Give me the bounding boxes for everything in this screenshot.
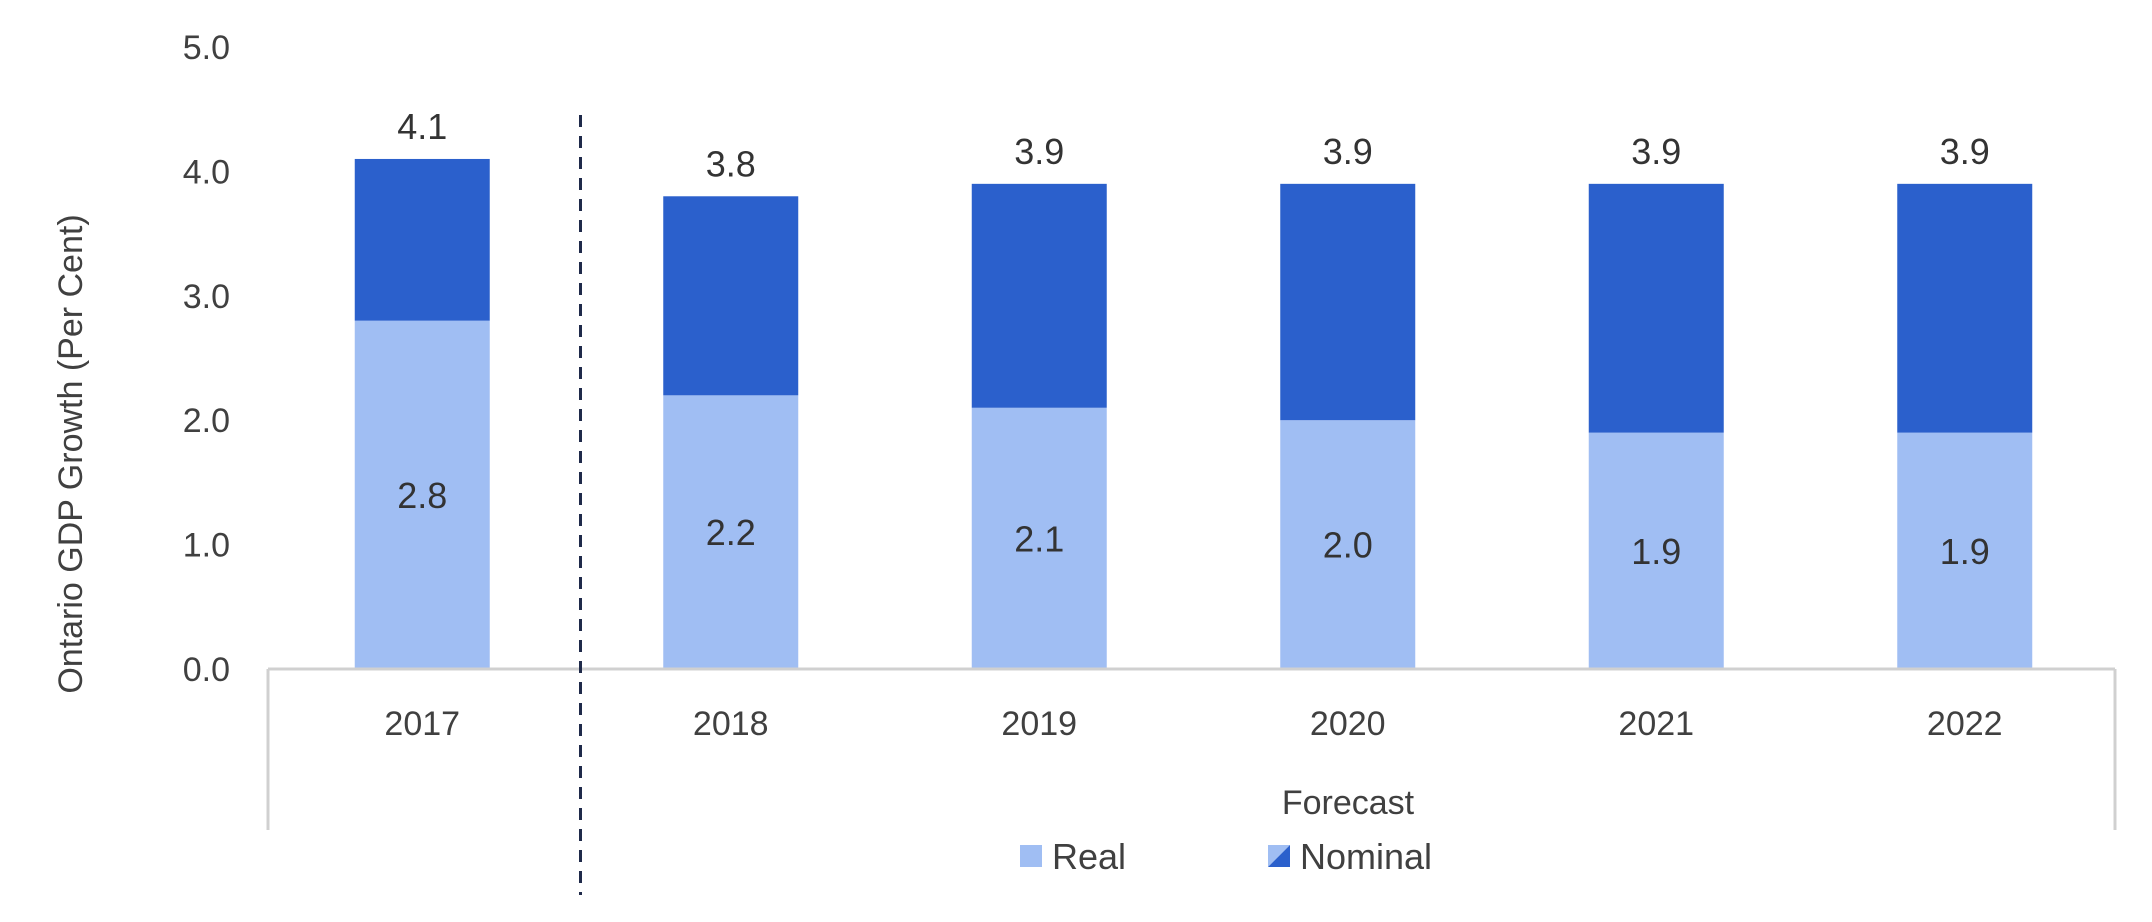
legend-swatch-nominal-dark <box>1268 845 1290 867</box>
x-tick-label: 2017 <box>384 705 460 743</box>
data-label-real: 2.1 <box>1014 518 1064 559</box>
bar-real <box>1897 432 2033 669</box>
bar-real <box>971 407 1107 669</box>
y-axis-ticks: 0.0 1.0 2.0 3.0 4.0 5.0 <box>183 29 230 689</box>
axes <box>266 115 2117 895</box>
data-label-nominal: 3.9 <box>1631 131 1681 172</box>
bar-real <box>663 395 799 669</box>
bar-nominal <box>663 196 799 396</box>
legend-label: Nominal <box>1300 836 1432 877</box>
data-label-nominal: 3.9 <box>1014 131 1064 172</box>
bar-nominal <box>1280 183 1416 421</box>
y-tick-label: 2.0 <box>183 402 230 440</box>
data-labels: 2.8 4.1 2.2 3.8 2.1 3.9 2.0 3.9 1.9 3.9 1.9 3.9 <box>397 106 1990 572</box>
bar-real <box>1280 420 1416 669</box>
bar-nominal <box>1897 183 2033 433</box>
bar-real <box>1588 432 1724 669</box>
bar-real <box>354 320 490 669</box>
data-label-nominal: 4.1 <box>397 106 447 147</box>
y-tick-label: 3.0 <box>183 278 230 316</box>
x-tick-label: 2021 <box>1618 705 1694 743</box>
data-label-real: 1.9 <box>1940 531 1990 572</box>
legend: Real Nominal <box>1020 836 1432 877</box>
y-tick-label: 5.0 <box>183 29 230 67</box>
y-tick-label: 4.0 <box>183 153 230 191</box>
legend-swatch-real <box>1020 845 1042 867</box>
data-label-nominal: 3.8 <box>706 143 756 184</box>
x-tick-label: 2020 <box>1310 705 1386 743</box>
x-tick-label: 2022 <box>1927 705 2003 743</box>
data-label-real: 2.0 <box>1323 525 1373 566</box>
x-axis-ticks: 2017 2018 2019 2020 2021 2022 <box>384 705 2002 743</box>
y-tick-label: 1.0 <box>183 527 230 565</box>
bar-nominal <box>354 158 490 321</box>
y-axis-title: Ontario GDP Growth (Per Cent) <box>52 214 90 693</box>
y-tick-label: 0.0 <box>183 651 230 689</box>
x-tick-label: 2019 <box>1001 705 1077 743</box>
legend-label: Real <box>1052 836 1126 877</box>
data-label-nominal: 3.9 <box>1323 131 1373 172</box>
forecast-group-label: Forecast <box>1282 784 1415 822</box>
bar-nominal <box>1588 183 1724 433</box>
x-tick-label: 2018 <box>693 705 769 743</box>
data-label-nominal: 3.9 <box>1940 131 1990 172</box>
data-label-real: 2.2 <box>706 512 756 553</box>
bar-nominal <box>971 183 1107 408</box>
bars <box>354 158 2033 669</box>
data-label-real: 1.9 <box>1631 531 1681 572</box>
data-label-real: 2.8 <box>397 475 447 516</box>
